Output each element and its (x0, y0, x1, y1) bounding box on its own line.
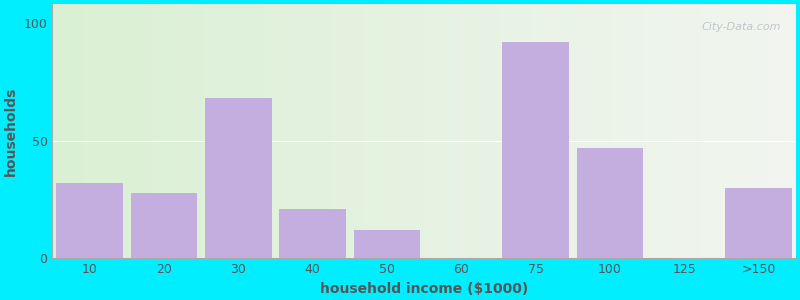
X-axis label: household income ($1000): household income ($1000) (320, 282, 528, 296)
Bar (354, 230, 421, 258)
Bar (130, 193, 198, 258)
Bar (205, 98, 272, 258)
Bar (502, 42, 569, 258)
Bar (56, 183, 123, 258)
Text: City-Data.com: City-Data.com (702, 22, 781, 32)
Bar (726, 188, 792, 258)
Y-axis label: households: households (4, 87, 18, 176)
Bar (577, 148, 643, 258)
Bar (279, 209, 346, 258)
Text: All residents: All residents (346, 0, 454, 1)
